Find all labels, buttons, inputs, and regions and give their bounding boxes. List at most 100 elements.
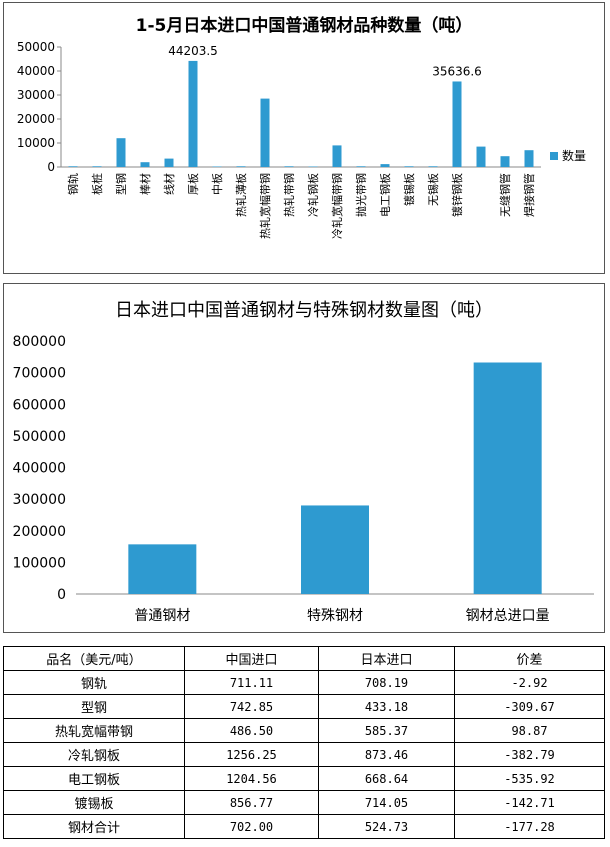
y-tick-label: 0 — [57, 587, 66, 603]
value-cell: 585.37 — [318, 718, 455, 743]
value-cell: 856.77 — [184, 790, 319, 815]
value-cell: -2.92 — [454, 670, 605, 695]
x-tick-label: 线材 — [162, 173, 176, 195]
bar — [140, 162, 150, 167]
value-cell: 711.11 — [184, 670, 319, 695]
value-cell: 668.64 — [318, 766, 455, 791]
bar — [524, 150, 534, 167]
bar — [356, 166, 366, 167]
bar — [301, 505, 369, 594]
y-tick-label: 500000 — [13, 429, 66, 445]
x-tick-label: 冷轧钢板 — [306, 173, 320, 217]
x-tick-label: 焊接钢管 — [522, 173, 536, 217]
y-tick-label: 400000 — [13, 461, 66, 477]
y-tick-label: 700000 — [13, 366, 66, 382]
value-cell: 1204.56 — [184, 766, 319, 791]
x-tick-label: 普通钢材 — [134, 608, 190, 624]
y-tick-label: 200000 — [13, 524, 66, 540]
product-cell: 型钢 — [3, 694, 185, 719]
value-cell: -382.79 — [454, 742, 605, 767]
bar — [452, 81, 462, 167]
value-cell: 742.85 — [184, 694, 319, 719]
value-cell: -177.28 — [454, 814, 605, 839]
y-tick-label: 300000 — [13, 492, 66, 508]
chart-panel-categories: 1-5月日本进口中国普通钢材品种数量（吨） 0 10000 20000 30000 40… — [3, 2, 605, 274]
bar — [188, 60, 198, 167]
value-cell: 486.50 — [184, 718, 319, 743]
table-row: 镀锡板 856.77 714.05 -142.71 — [3, 790, 605, 815]
bar — [404, 166, 414, 167]
table-row: 型钢 742.85 433.18 -309.67 — [3, 694, 605, 719]
value-cell: 1256.25 — [184, 742, 319, 767]
value-cell: -535.92 — [454, 766, 605, 791]
y-tick-label: 10000 — [17, 136, 55, 150]
data-label: 35636.6 — [432, 64, 482, 78]
y-tick-label: 20000 — [17, 112, 55, 126]
bar — [260, 98, 270, 167]
value-cell: 714.05 — [318, 790, 455, 815]
product-cell: 热轧宽幅带钢 — [3, 718, 185, 743]
bar — [164, 158, 174, 167]
value-cell: 873.46 — [318, 742, 455, 767]
value-cell: 708.19 — [318, 670, 455, 695]
header-japan-import: 日本进口 — [318, 646, 455, 671]
x-tick-label: 镀锌钢板 — [450, 173, 464, 217]
table-row: 热轧宽幅带钢 486.50 585.37 98.87 — [3, 718, 605, 743]
comparison-bar-chart: 0 100000 200000 300000 400000 500000 600000 700… — [13, 334, 594, 624]
table-header-row: 品名（美元/吨） 中国进口 日本进口 价差 — [3, 646, 605, 671]
x-tick-label: 型钢 — [114, 173, 128, 195]
bar — [500, 156, 510, 167]
value-cell: 524.73 — [318, 814, 455, 839]
table-row: 冷轧钢板 1256.25 873.46 -382.79 — [3, 742, 605, 767]
y-tick-label: 100000 — [13, 555, 66, 571]
x-tick-label: 无锡板 — [426, 173, 440, 206]
product-cell: 钢轨 — [3, 670, 185, 695]
value-cell: 433.18 — [318, 694, 455, 719]
header-product: 品名（美元/吨） — [3, 646, 185, 671]
bar — [473, 362, 542, 594]
x-tick-label: 热轧薄板 — [234, 173, 248, 217]
product-cell: 冷轧钢板 — [3, 742, 185, 767]
x-tick-label: 热轧带钢 — [282, 173, 296, 217]
bar — [128, 544, 197, 594]
bar — [332, 145, 342, 167]
header-price-diff: 价差 — [454, 646, 605, 671]
x-tick-label: 热轧宽幅带钢 — [258, 173, 272, 239]
bar — [284, 166, 294, 167]
bar — [116, 138, 126, 167]
x-tick-label: 中板 — [210, 173, 224, 195]
value-cell: -142.71 — [454, 790, 605, 815]
legend-label: 数量 — [562, 148, 586, 163]
product-cell: 钢材合计 — [3, 814, 185, 839]
x-tick-label: 镀锡板 — [402, 173, 416, 206]
table-row: 钢材合计 702.00 524.73 -177.28 — [3, 814, 605, 839]
bar — [428, 166, 438, 167]
y-tick-label: 800000 — [13, 334, 66, 350]
category-bar-chart: 0 10000 20000 30000 40000 50000 钢轨 板桩 型钢 棒材 线材 厚板 44… — [17, 40, 586, 239]
x-tick-label: 冷轧宽幅带钢 — [330, 173, 344, 239]
chart-title: 日本进口中国普通钢材与特殊钢材数量图（吨） — [115, 300, 493, 321]
value-cell: 702.00 — [184, 814, 319, 839]
chart-panel-comparison: 日本进口中国普通钢材与特殊钢材数量图（吨） 0 100000 200000 30000… — [3, 283, 605, 633]
bar — [236, 166, 246, 167]
table-row: 钢轨 711.11 708.19 -2.92 — [3, 670, 605, 695]
data-label: 44203.5 — [168, 44, 218, 58]
y-tick-label: 0 — [47, 160, 55, 174]
bar — [92, 166, 102, 167]
product-cell: 镀锡板 — [3, 790, 185, 815]
x-tick-label: 特殊钢材 — [307, 608, 363, 624]
x-tick-label: 抛光带钢 — [354, 173, 368, 217]
value-cell: 98.87 — [454, 718, 605, 743]
header-china-import: 中国进口 — [184, 646, 319, 671]
y-tick-label: 600000 — [13, 397, 66, 413]
legend-swatch — [550, 152, 558, 160]
y-tick-label: 50000 — [17, 40, 55, 54]
bar — [380, 164, 390, 167]
bar — [476, 146, 486, 167]
price-table: 品名（美元/吨） 中国进口 日本进口 价差 钢轨 711.11 708.19 -2.9… — [3, 646, 605, 839]
x-tick-label: 厚板 — [186, 173, 200, 195]
x-tick-label: 钢轨 — [66, 173, 80, 195]
product-cell: 电工钢板 — [3, 766, 185, 791]
table-row: 电工钢板 1204.56 668.64 -535.92 — [3, 766, 605, 791]
y-tick-label: 40000 — [17, 64, 55, 78]
